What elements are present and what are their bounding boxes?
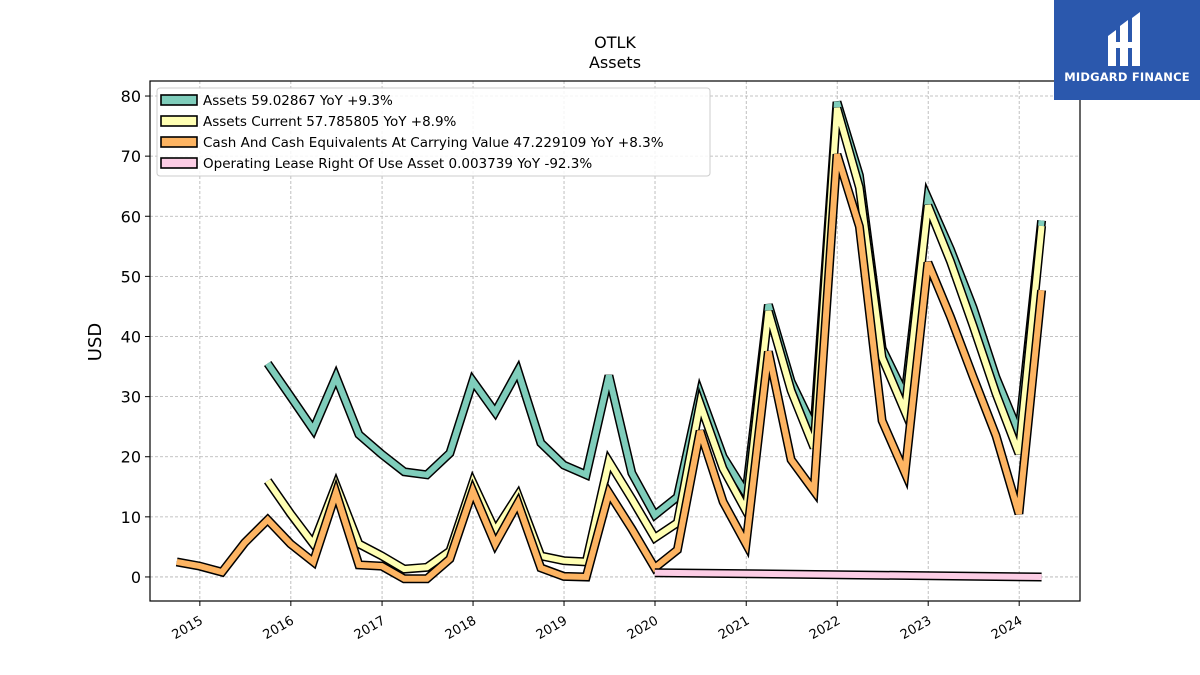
series-lines	[175, 100, 1047, 584]
y-tick-label: 50	[121, 267, 141, 286]
legend-swatch	[160, 115, 198, 127]
x-tick-label: 2021	[716, 613, 752, 643]
chart-subtitle: Assets	[589, 53, 641, 72]
legend-entry: Cash And Cash Equivalents At Carrying Va…	[203, 135, 664, 151]
series-line	[654, 569, 1042, 580]
series-operating-lease-right-of-use-asset	[654, 568, 1042, 582]
y-tick-label: 70	[121, 147, 141, 166]
legend-box	[156, 87, 711, 177]
x-tick-label: 2015	[170, 613, 206, 643]
y-tick-label: 60	[121, 207, 141, 226]
y-tick-label: 20	[121, 448, 141, 467]
legend-entry: Operating Lease Right Of Use Asset 0.003…	[203, 156, 592, 172]
series-line	[265, 107, 1045, 573]
legend-swatch	[160, 136, 198, 148]
x-tick-label: 2019	[534, 613, 570, 643]
x-tick-label: 2018	[443, 613, 479, 643]
midgard-monogram-icon	[1108, 12, 1140, 66]
brand-name: MIDGARD FINANCE	[1064, 70, 1190, 84]
series-line	[176, 153, 1045, 582]
y-tick-label: 10	[121, 508, 141, 527]
y-tick-label: 40	[121, 327, 141, 346]
x-axis-ticks: 2015 2016 2017 2018 2019 2020 2021 2022 2023 2024	[170, 601, 1025, 643]
legend-entry: Assets 59.02867 YoY +9.3%	[203, 93, 393, 109]
x-tick-label: 2017	[352, 613, 388, 643]
series-cash-and-cash-equivalents-at-carrying-value	[175, 152, 1047, 584]
legend-entry: Assets Current 57.785805 YoY +8.9%	[203, 114, 457, 130]
y-axis-ticks: 0 10 20 30 40 50 60 70 80	[121, 87, 150, 587]
legend: Assets 59.02867 YoY +9.3% Assets Current …	[156, 87, 711, 177]
x-tick-label: 2022	[807, 613, 843, 643]
y-axis-label: USD	[85, 323, 106, 361]
plot-frame	[149, 80, 1081, 602]
y-tick-label: 80	[121, 87, 141, 106]
y-tick-label: 0	[131, 568, 141, 587]
y-tick-label: 30	[121, 388, 141, 407]
series-assets-current	[264, 106, 1047, 574]
x-tick-label: 2020	[625, 613, 661, 643]
x-tick-label: 2023	[898, 613, 934, 643]
brand-logo: MIDGARD FINANCE	[1054, 0, 1200, 100]
x-tick-label: 2024	[989, 613, 1025, 643]
legend-swatch	[160, 94, 198, 106]
x-tick-label: 2016	[261, 613, 297, 643]
legend-swatch	[160, 157, 198, 169]
chart-title: OTLK	[594, 33, 636, 52]
